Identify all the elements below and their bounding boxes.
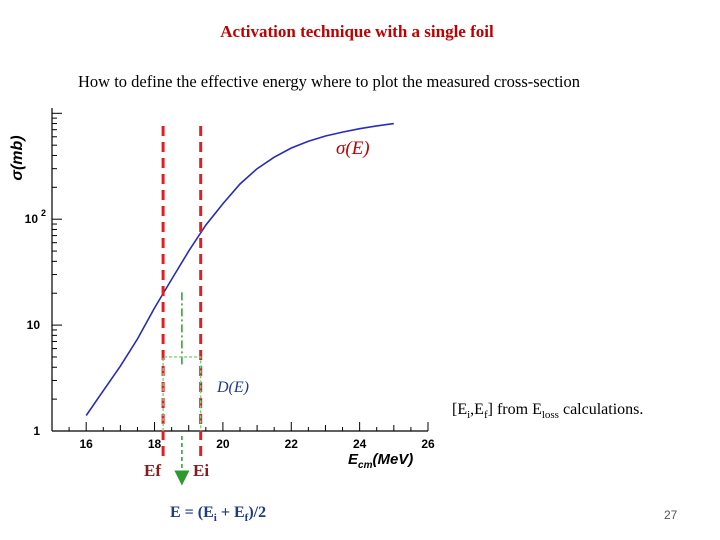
y-tick-label: 1 — [33, 424, 40, 438]
range-note-ef: E — [474, 401, 484, 418]
range-note-comma: , — [470, 401, 475, 418]
y-tick-label: 10 — [27, 318, 41, 332]
formula-sub-1: i — [213, 512, 217, 525]
x-axis-label: Ecm(MeV) — [348, 451, 413, 471]
x-axis-label-sub: cm — [358, 460, 373, 471]
x-tick-label: 22 — [285, 437, 299, 451]
range-note-open: [ — [452, 401, 458, 418]
sigma-curve — [85, 122, 394, 416]
page-number: 27 — [664, 508, 678, 522]
formula-part-2: + E — [216, 504, 245, 521]
range-note: [Ei,Ef] from Eloss calculations. — [452, 401, 643, 421]
x-tick-label: 18 — [148, 437, 162, 451]
x-tick-label: 16 — [80, 437, 94, 451]
ei-label: Ei — [193, 461, 210, 480]
range-note-ei: E — [457, 401, 468, 418]
deriv-distribution-box — [162, 356, 202, 431]
effective-energy-formula: E = (Ei + Ef)/2 — [170, 504, 266, 524]
formula-part-1: E = (E — [170, 504, 214, 521]
range-note-ei-sub: i — [467, 409, 471, 422]
slide-subtitle: How to define the effective energy where… — [78, 72, 581, 91]
sigma-curve-label: σ(E) — [336, 138, 370, 159]
slide-title: Activation technique with a single foil — [220, 22, 494, 41]
ef-label: Ef — [144, 461, 161, 480]
deriv-distribution-label: D(E) — [216, 379, 249, 396]
range-note-loss: E — [532, 401, 542, 418]
formula-sub-2: f — [244, 512, 249, 525]
range-note-loss-sub: loss — [541, 409, 559, 422]
range-note-ef-sub: f — [483, 409, 488, 422]
y-axis-label: σ(mb) — [9, 135, 26, 180]
range-note-mid: ] from — [487, 401, 533, 418]
range-note-tail: calculations. — [558, 401, 644, 418]
x-axis-label-unit: (MeV) — [372, 451, 413, 468]
x-axis-label-main: E — [348, 451, 359, 468]
formula-part-3: )/2 — [248, 504, 267, 521]
x-tick-label: 26 — [421, 437, 435, 451]
y-tick-label: 10 — [25, 212, 39, 226]
y-tick-exponent: 2 — [41, 208, 46, 218]
x-tick-label: 24 — [353, 437, 367, 451]
x-tick-label: 20 — [216, 437, 230, 451]
